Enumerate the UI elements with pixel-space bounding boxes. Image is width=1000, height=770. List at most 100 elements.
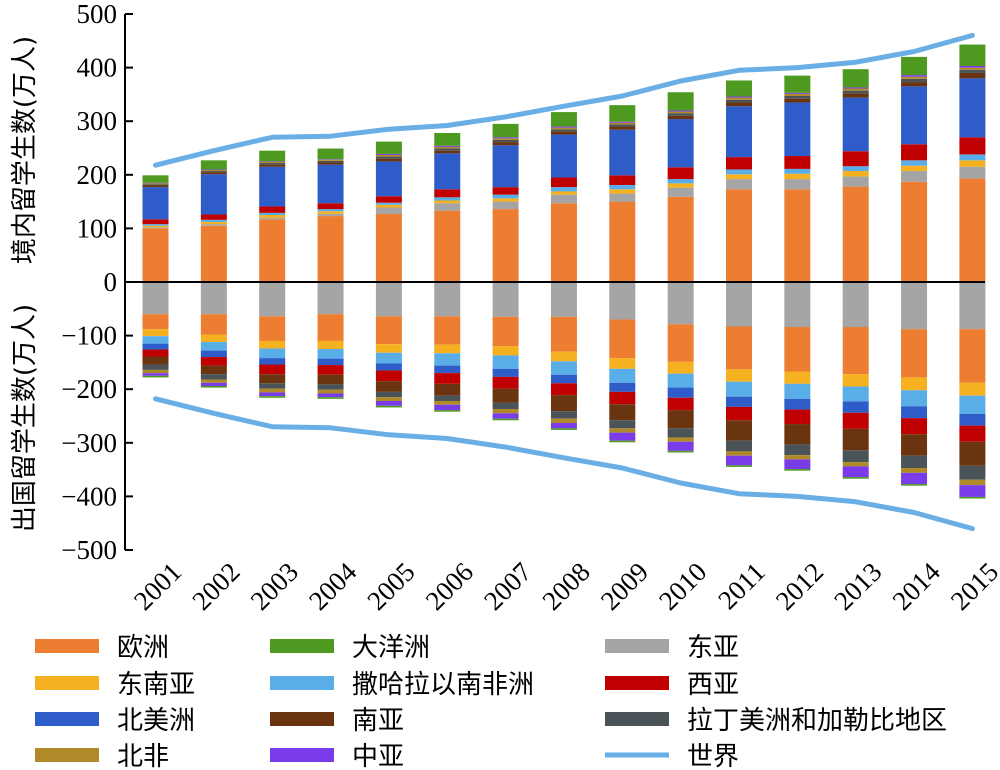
bar-inbound-2007-拉丁美洲和加勒比地区 (492, 139, 519, 143)
bar-outbound-2008-中亚 (550, 422, 577, 429)
bar-inbound-2012-南亚 (784, 98, 811, 103)
bar-inbound-2001-拉丁美洲和加勒比地区 (142, 184, 169, 186)
legend-label: 南亚 (352, 706, 404, 736)
legend-label: 北非 (117, 742, 169, 770)
bar-inbound-2002-北非 (200, 169, 227, 172)
bar-inbound-2014-欧洲 (901, 181, 928, 282)
bar-inbound-2002-拉丁美洲和加勒比地区 (200, 171, 227, 173)
bar-outbound-2004-拉丁美洲和加勒比地区 (317, 384, 344, 390)
bar-outbound-2002-北美洲 (200, 350, 227, 358)
bar-outbound-2009-中亚 (609, 432, 636, 441)
y-tick-label: −500 (61, 535, 117, 565)
y-tick-label: −300 (61, 428, 117, 458)
bar-outbound-2006-东南亚 (434, 344, 461, 354)
bar-inbound-2008-拉丁美洲和加勒比地区 (550, 129, 577, 132)
bar-inbound-2003-中亚 (259, 161, 286, 162)
bar-inbound-2011-南亚 (726, 102, 752, 107)
bar-inbound-2015-北美洲 (959, 78, 986, 138)
bar-inbound-2006-西亚 (434, 189, 461, 198)
bar-outbound-2007-西亚 (492, 376, 519, 389)
bar-inbound-2002-大洋洲 (200, 160, 227, 170)
bar-outbound-2011-撒哈拉以南非洲 (726, 381, 752, 397)
bar-outbound-2006-北非 (434, 400, 461, 405)
bar-outbound-2008-大洋洲 (550, 428, 577, 430)
bar-inbound-2015-北非 (959, 67, 986, 70)
bar-inbound-2013-中亚 (842, 87, 869, 89)
bar-outbound-2006-中亚 (434, 404, 461, 411)
bar-inbound-2005-中亚 (375, 153, 402, 155)
bar-inbound-2009-中亚 (609, 121, 636, 123)
bar-outbound-2012-西亚 (784, 409, 811, 425)
x-tick-label: 2001 (128, 557, 187, 616)
bar-outbound-2011-西亚 (726, 406, 752, 421)
bar-inbound-2004-东亚 (317, 213, 344, 217)
bar-inbound-2014-北非 (901, 76, 928, 79)
bar-inbound-2003-南亚 (259, 164, 286, 167)
bar-outbound-2014-北美洲 (901, 406, 928, 419)
bar-outbound-2013-北非 (842, 462, 869, 467)
x-tick-label: 2004 (303, 556, 363, 616)
bar-outbound-2011-北美洲 (726, 396, 752, 407)
bar-outbound-2002-北非 (200, 379, 227, 383)
bar-outbound-2009-北美洲 (609, 382, 636, 392)
bar-inbound-2012-撒哈拉以南非洲 (784, 168, 811, 174)
bar-inbound-2006-撒哈拉以南非洲 (434, 197, 461, 201)
y-tick-label: −200 (61, 374, 117, 404)
bar-outbound-2001-东亚 (142, 282, 169, 315)
bar-outbound-2008-南亚 (550, 395, 577, 412)
bar-outbound-2014-欧洲 (901, 329, 928, 378)
x-tick-label: 2013 (828, 557, 887, 616)
bar-outbound-2008-北非 (550, 418, 577, 423)
bar-outbound-2003-东南亚 (259, 340, 286, 349)
bar-outbound-2003-西亚 (259, 364, 286, 375)
bar-outbound-2002-东南亚 (200, 334, 227, 343)
bar-outbound-2012-南亚 (784, 424, 811, 445)
x-tick-label: 2005 (361, 557, 420, 616)
bar-inbound-2007-西亚 (492, 187, 519, 195)
bar-outbound-2006-大洋洲 (434, 410, 461, 412)
bar-outbound-2015-南亚 (959, 441, 986, 466)
bar-inbound-2011-撒哈拉以南非洲 (726, 169, 752, 175)
bar-inbound-2007-北美洲 (492, 145, 519, 188)
bar-outbound-2008-东南亚 (550, 351, 577, 362)
bar-outbound-2009-东南亚 (609, 358, 636, 369)
bar-inbound-2009-大洋洲 (609, 105, 636, 122)
bar-inbound-2013-东南亚 (842, 171, 869, 177)
bar-outbound-2015-撒哈拉以南非洲 (959, 395, 986, 414)
y-tick-label: 500 (77, 0, 118, 29)
bar-inbound-2005-东南亚 (375, 204, 402, 208)
bar-inbound-2009-拉丁美洲和加勒比地区 (609, 124, 636, 127)
bar-inbound-2006-东亚 (434, 203, 461, 211)
bar-inbound-2001-中亚 (142, 182, 169, 184)
bar-inbound-2004-大洋洲 (317, 148, 344, 160)
bar-inbound-2005-北非 (375, 154, 402, 157)
bar-inbound-2002-西亚 (200, 214, 227, 220)
bar-inbound-2002-欧洲 (200, 225, 227, 282)
bar-outbound-2010-大洋洲 (667, 450, 694, 453)
x-tick-label: 2010 (653, 557, 712, 616)
x-tick-label: 2014 (886, 556, 946, 616)
legend-swatch (270, 748, 334, 762)
bar-outbound-2005-北美洲 (375, 363, 402, 371)
bar-outbound-2003-欧洲 (259, 316, 286, 341)
world-line-lower (153, 396, 975, 532)
bar-inbound-2013-北非 (842, 88, 869, 91)
bar-inbound-2005-撒哈拉以南非洲 (375, 202, 402, 205)
bar-outbound-2009-撒哈拉以南非洲 (609, 368, 636, 383)
bar-outbound-2011-欧洲 (726, 326, 752, 370)
bar-outbound-2010-西亚 (667, 397, 694, 411)
bar-inbound-2003-东南亚 (259, 215, 286, 218)
bar-inbound-2004-欧洲 (317, 216, 344, 282)
bar-outbound-2001-大洋洲 (142, 375, 169, 378)
x-tick-label: 2007 (478, 557, 537, 616)
bar-inbound-2008-北美洲 (550, 134, 577, 178)
bar-inbound-2001-北非 (142, 183, 169, 185)
bar-inbound-2013-大洋洲 (842, 69, 869, 88)
bar-outbound-2005-撒哈拉以南非洲 (375, 352, 402, 364)
legend-swatch (35, 676, 99, 690)
bar-outbound-2004-大洋洲 (317, 397, 344, 399)
legend-swatch (270, 712, 334, 726)
bar-inbound-2002-北美洲 (200, 174, 227, 215)
bar-outbound-2001-西亚 (142, 349, 169, 357)
bar-inbound-2010-北非 (667, 111, 694, 114)
